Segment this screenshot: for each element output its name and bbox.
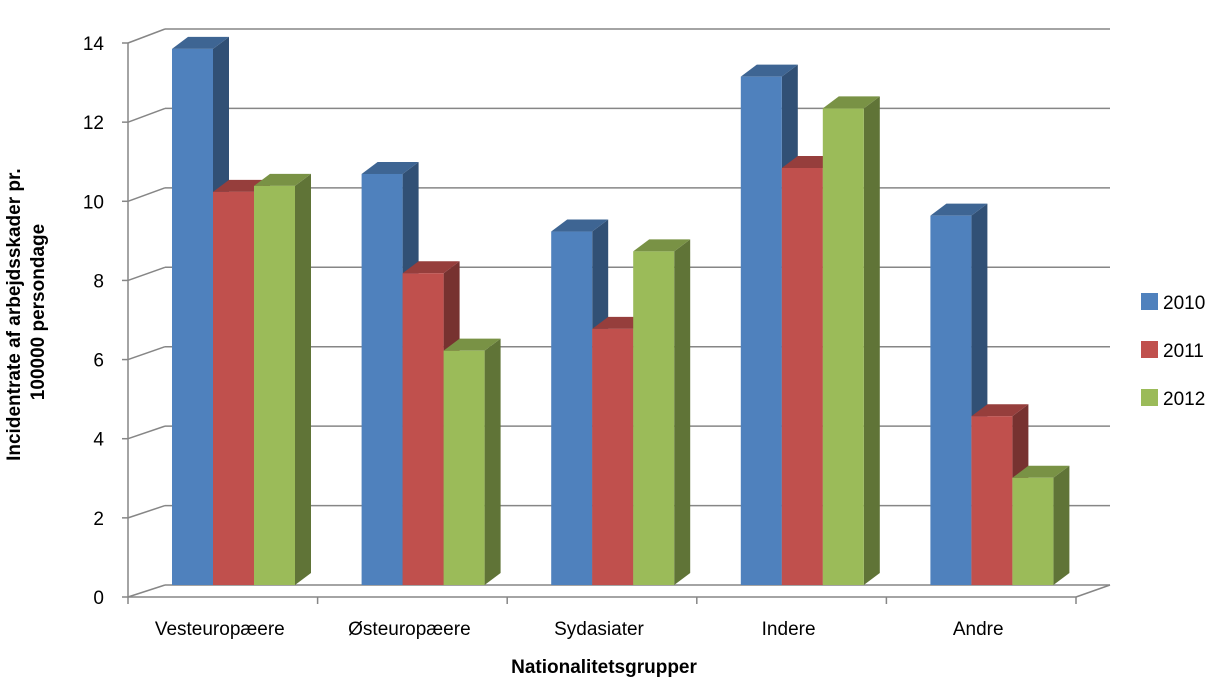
legend-swatch <box>1141 293 1158 310</box>
bar <box>930 215 972 585</box>
bar-top <box>971 404 1029 417</box>
bar <box>822 108 864 585</box>
x-tick-label: Østeuropæere <box>348 619 471 640</box>
legend-swatch <box>1141 341 1158 358</box>
bar <box>592 328 634 585</box>
x-tick-label: Vesteuropæere <box>155 619 285 640</box>
bars <box>172 36 1070 586</box>
y-tick-label: 0 <box>93 588 104 609</box>
bar <box>740 76 782 586</box>
y-tick-label: 2 <box>93 509 104 530</box>
y-tick-label: 4 <box>93 430 104 451</box>
bar <box>254 185 295 585</box>
bar <box>1012 477 1054 585</box>
gridline-diagonal <box>127 425 166 440</box>
y-tick-label: 8 <box>93 271 104 292</box>
bar-side <box>1053 465 1070 585</box>
bar-top <box>443 338 501 351</box>
y-axis-title-line-2: 100000 persondage <box>28 224 49 400</box>
y-tick-label: 12 <box>83 113 104 134</box>
y-tick-label: 14 <box>83 34 105 55</box>
bar <box>361 173 403 585</box>
bar-side <box>863 96 880 585</box>
bar-side <box>484 338 501 585</box>
bar <box>172 48 213 586</box>
bar-top <box>822 96 880 109</box>
bar-top <box>254 173 311 186</box>
gridline-diagonal <box>127 504 166 519</box>
bar <box>633 251 675 585</box>
bar-top <box>633 239 691 252</box>
legend-swatch <box>1141 389 1158 406</box>
gridline-diagonal <box>127 584 166 598</box>
bar <box>551 231 593 586</box>
bar-top <box>361 161 419 174</box>
gridline-diagonal <box>127 346 166 361</box>
x-tick-label: Indere <box>762 619 816 640</box>
bar <box>402 273 444 585</box>
gridline-diagonal <box>127 266 166 282</box>
y-axis-title: Incidentrate af arbejdsskader pr. 100000… <box>4 163 49 461</box>
bar-top <box>172 36 229 49</box>
x-axis-title: Nationalitetsgrupper <box>511 657 697 678</box>
legend-label: 2010 <box>1163 293 1205 314</box>
gridline-diagonal <box>127 187 166 202</box>
y-axis-title-line-1: Incidentrate af arbejdsskader pr. <box>4 168 25 461</box>
legend-label: 2012 <box>1163 389 1205 410</box>
bar <box>213 191 254 586</box>
bar-side <box>295 173 311 585</box>
legend-label: 2011 <box>1163 341 1204 362</box>
bar <box>971 416 1013 585</box>
bar-top <box>1012 465 1070 478</box>
bar-top <box>551 219 609 232</box>
floor-edge <box>1075 584 1111 598</box>
bar-side <box>674 239 691 585</box>
y-tick-labels: 0 2 4 6 8 10 12 14 <box>83 34 128 609</box>
x-tick-label: Andre <box>953 619 1004 640</box>
bar-top <box>402 261 460 274</box>
bar <box>781 168 823 585</box>
bar-top <box>740 64 798 77</box>
bar <box>443 350 485 585</box>
legend: 2010 2011 2012 <box>1141 293 1205 410</box>
x-tick-label: Sydasiater <box>554 619 644 640</box>
gridline-diagonal <box>127 107 166 123</box>
y-tick-label: 6 <box>93 351 104 372</box>
y-tick-label: 10 <box>83 192 104 213</box>
bar-top <box>930 203 988 216</box>
gridline-diagonal <box>127 28 166 44</box>
axes <box>127 43 1076 598</box>
x-tick-labels: Vesteuropæere Østeuropæere Sydasiater Inder… <box>127 597 1077 640</box>
